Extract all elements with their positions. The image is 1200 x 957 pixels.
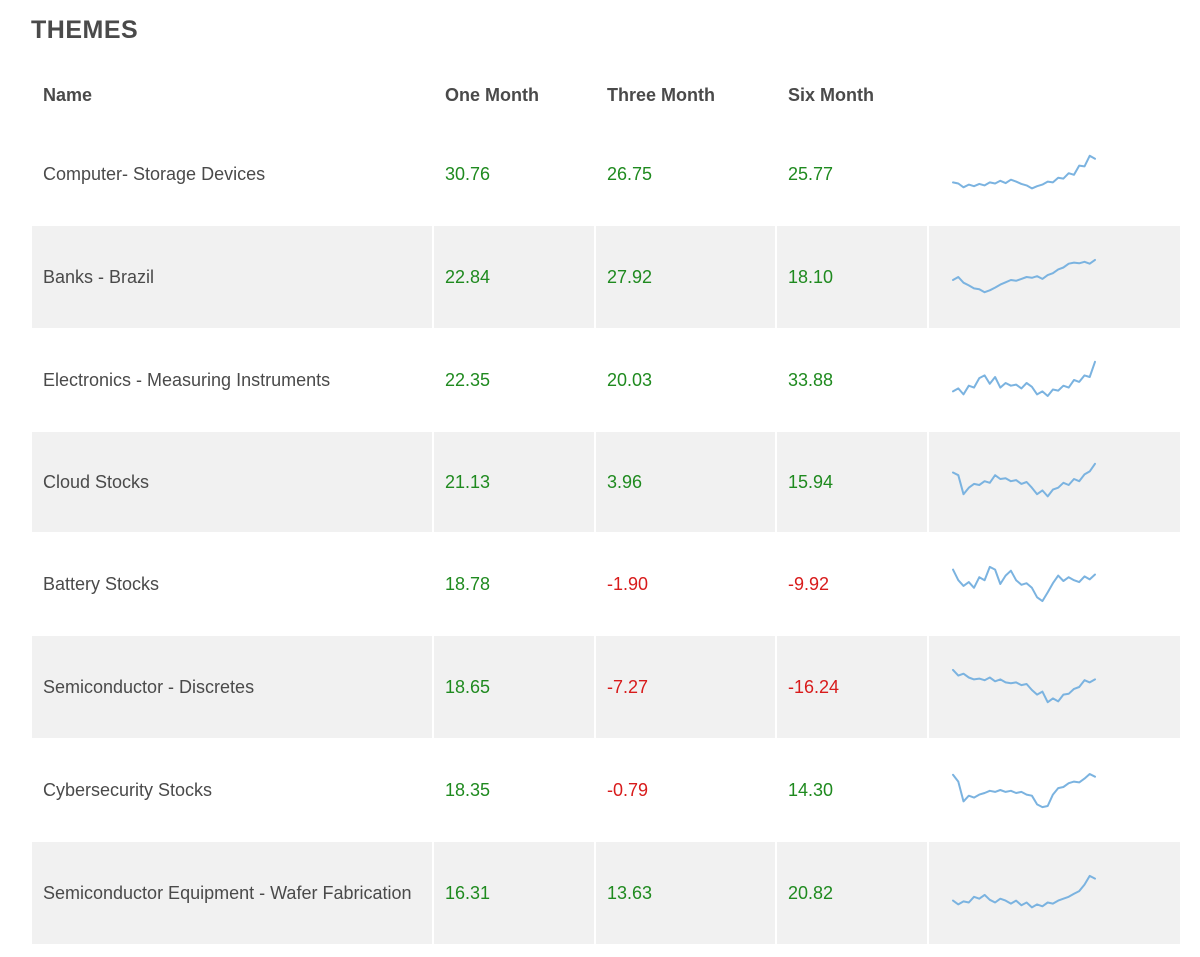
three-month-value: 27.92 [596, 226, 775, 328]
sparkline-path [952, 462, 1096, 498]
sparkline [952, 668, 1096, 704]
theme-name[interactable]: Banks - Brazil [32, 226, 432, 328]
sparkline-cell [929, 842, 1180, 944]
sparkline [952, 565, 1096, 603]
theme-name[interactable]: Semiconductor Equipment - Wafer Fabricat… [32, 842, 432, 944]
six-month-value: -16.24 [777, 636, 927, 738]
sparkline-cell [929, 738, 1180, 842]
table-row[interactable]: Cloud Stocks 21.13 3.96 15.94 [32, 432, 1180, 532]
column-header-three-month[interactable]: Three Month [607, 84, 715, 105]
three-month-value: -7.27 [596, 636, 775, 738]
sparkline [952, 773, 1096, 809]
sparkline-path [952, 565, 1096, 603]
sparkline [952, 874, 1096, 909]
one-month-value: 30.76 [445, 163, 491, 184]
table-row[interactable]: Computer- Storage Devices 30.76 26.75 25… [32, 122, 1180, 226]
theme-name[interactable]: Electronics - Measuring Instruments [43, 369, 331, 390]
three-month-value: -0.79 [607, 779, 649, 800]
themes-table: Name One Month Three Month Six Month Com… [30, 68, 1182, 944]
sparkline-cell [929, 122, 1180, 226]
sparkline [952, 258, 1096, 294]
table-row[interactable]: Semiconductor Equipment - Wafer Fabricat… [32, 842, 1180, 944]
one-month-value: 18.35 [445, 779, 491, 800]
one-month-value: 18.65 [434, 636, 594, 738]
column-header-one-month[interactable]: One Month [445, 84, 539, 105]
header-row: Name One Month Three Month Six Month [32, 68, 1180, 122]
theme-name[interactable]: Semiconductor - Discretes [32, 636, 432, 738]
sparkline-path [952, 668, 1096, 704]
three-month-value: -1.90 [607, 573, 649, 594]
section-title: THEMES [31, 16, 139, 44]
column-header-six-month[interactable]: Six Month [788, 84, 874, 105]
theme-name[interactable]: Cybersecurity Stocks [43, 779, 213, 800]
three-month-value: 3.96 [596, 432, 775, 532]
one-month-value: 21.13 [434, 432, 594, 532]
three-month-value: 13.63 [596, 842, 775, 944]
table-row[interactable]: Cybersecurity Stocks 18.35 -0.79 14.30 [32, 738, 1180, 842]
three-month-value: 20.03 [607, 369, 653, 390]
one-month-value: 22.84 [434, 226, 594, 328]
sparkline [952, 360, 1096, 397]
sparkline-path [952, 360, 1096, 397]
column-header-name[interactable]: Name [43, 84, 93, 105]
sparkline-cell [929, 226, 1180, 328]
sparkline-cell [929, 532, 1180, 636]
six-month-value: 14.30 [788, 779, 834, 800]
six-month-value: 25.77 [788, 163, 834, 184]
sparkline [952, 154, 1096, 190]
theme-name[interactable]: Battery Stocks [43, 573, 160, 594]
column-header-sparkline [929, 68, 1180, 122]
theme-name[interactable]: Cloud Stocks [32, 432, 432, 532]
one-month-value: 22.35 [445, 369, 491, 390]
table-row[interactable]: Battery Stocks 18.78 -1.90 -9.92 [32, 532, 1180, 636]
sparkline-cell [929, 636, 1180, 738]
theme-name[interactable]: Computer- Storage Devices [43, 163, 266, 184]
one-month-value: 16.31 [434, 842, 594, 944]
table-row[interactable]: Electronics - Measuring Instruments 22.3… [32, 328, 1180, 432]
sparkline-cell [929, 328, 1180, 432]
one-month-value: 18.78 [445, 573, 491, 594]
six-month-value: 33.88 [788, 369, 834, 390]
table-row[interactable]: Semiconductor - Discretes 18.65 -7.27 -1… [32, 636, 1180, 738]
three-month-value: 26.75 [607, 163, 653, 184]
six-month-value: 20.82 [777, 842, 927, 944]
six-month-value: 18.10 [777, 226, 927, 328]
sparkline-path [952, 773, 1096, 809]
sparkline-cell [929, 432, 1180, 532]
sparkline-path [952, 874, 1096, 909]
sparkline-path [952, 154, 1096, 190]
six-month-value: 15.94 [777, 432, 927, 532]
sparkline [952, 462, 1096, 498]
six-month-value: -9.92 [788, 573, 830, 594]
table-row[interactable]: Banks - Brazil 22.84 27.92 18.10 [32, 226, 1180, 328]
sparkline-path [952, 258, 1096, 294]
